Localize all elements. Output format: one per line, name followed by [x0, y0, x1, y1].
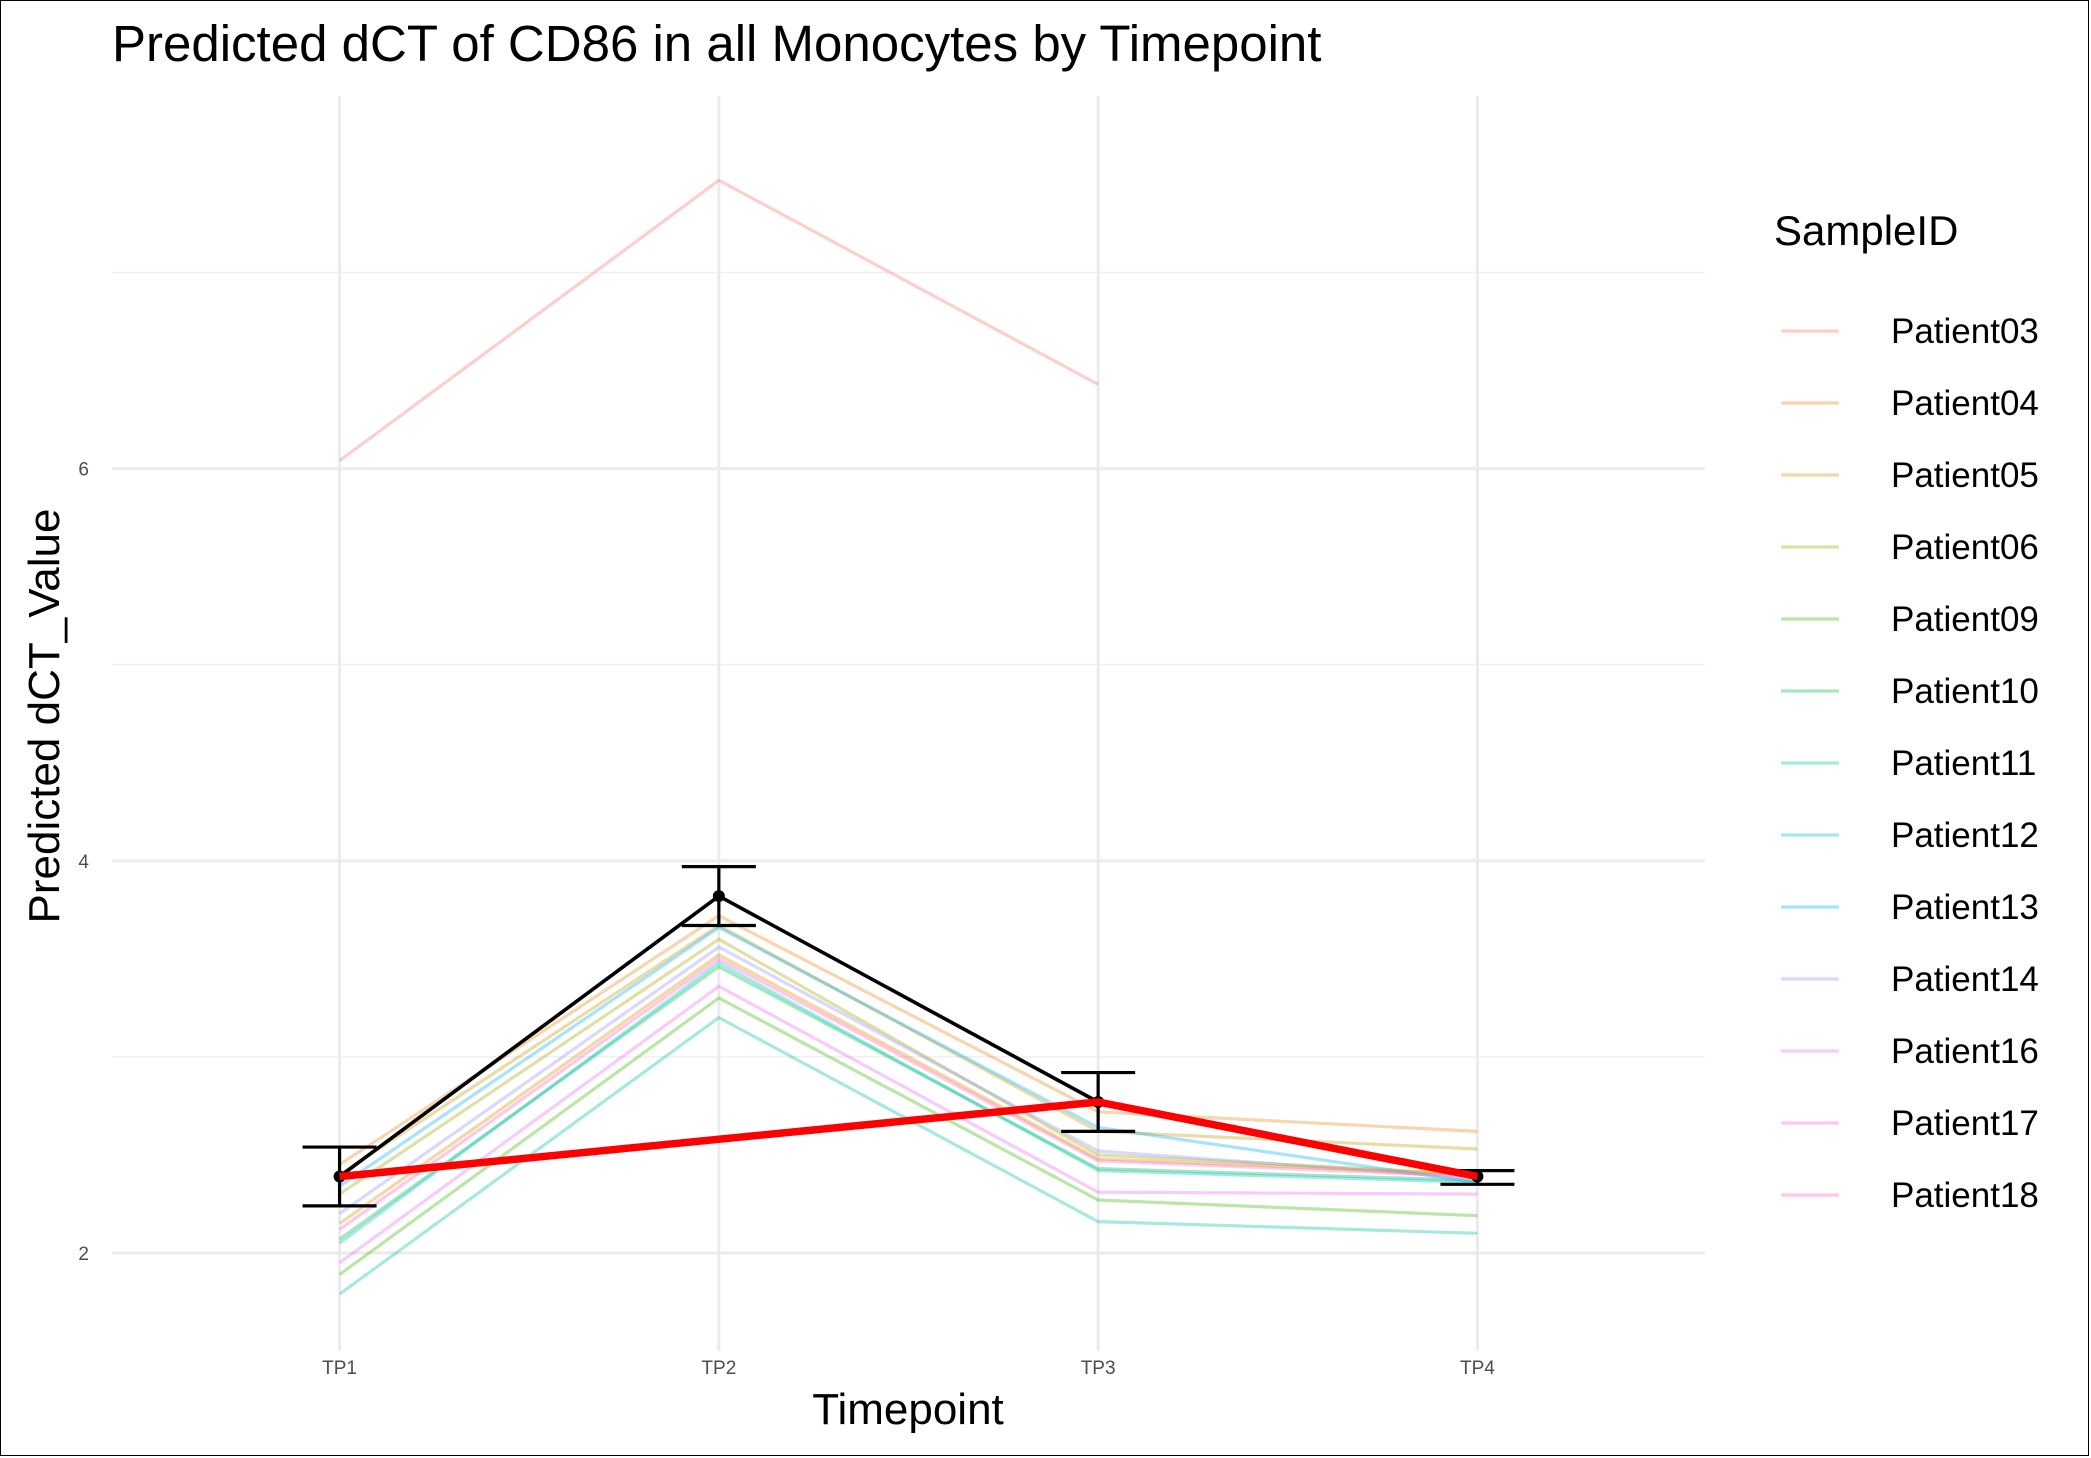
chart-title: Predicted dCT of CD86 in all Monocytes b…	[112, 15, 1321, 72]
x-axis-title: Timepoint	[812, 1385, 1004, 1434]
legend-label-patient05: Patient05	[1891, 456, 2039, 495]
series-line-patient03	[338, 178, 1099, 462]
legend-label-patient10: Patient10	[1891, 672, 2039, 711]
series-line-patient14	[338, 945, 1478, 1216]
series-line-patient06	[338, 937, 1478, 1196]
legend: Patient03 Patient04 Patient05 Patient06 Pati…	[1781, 312, 2039, 1215]
mean-point	[712, 890, 725, 903]
tick-labels: 2 4 6 TP1 TP2 TP3 TP4	[78, 460, 1495, 1379]
legend-label-patient14: Patient14	[1891, 960, 2039, 999]
legend-label-patient09: Patient09	[1891, 600, 2039, 639]
legend-title: SampleID	[1774, 207, 1958, 254]
y-tick-label: 4	[78, 852, 89, 873]
plot-grid	[112, 96, 1705, 1351]
trend-line	[339, 1098, 1479, 1181]
mean-layer	[302, 865, 1515, 1208]
trend-layer	[339, 1098, 1479, 1181]
legend-label-patient11: Patient11	[1891, 744, 2036, 783]
legend-label-patient16: Patient16	[1891, 1032, 2039, 1071]
legend-label-patient18: Patient18	[1891, 1176, 2039, 1215]
y-tick-label: 6	[78, 460, 89, 481]
series-line-patient09	[338, 996, 1478, 1276]
y-tick-label: 2	[78, 1244, 89, 1265]
legend-label-patient17: Patient17	[1891, 1104, 2039, 1143]
x-tick-label: TP3	[1081, 1358, 1116, 1379]
series-line-patient12	[338, 961, 1478, 1245]
series-line-patient13	[338, 925, 1478, 1188]
series-line-patient04	[338, 914, 1478, 1167]
mean-line	[338, 894, 1478, 1179]
legend-label-patient03: Patient03	[1891, 312, 2039, 351]
x-tick-label: TP1	[322, 1358, 357, 1379]
series-line-patient18	[338, 957, 1478, 1231]
legend-label-patient04: Patient04	[1891, 384, 2039, 423]
series-line-patient16	[338, 953, 1478, 1225]
series-line-patient10	[338, 965, 1478, 1241]
y-axis-title: Predicted dCT_Value	[20, 509, 69, 924]
legend-label-patient06: Patient06	[1891, 528, 2039, 567]
patient-series-layer	[338, 178, 1478, 1296]
legend-label-patient13: Patient13	[1891, 888, 2039, 927]
series-line-patient17	[338, 984, 1478, 1265]
legend-label-patient12: Patient12	[1891, 816, 2039, 855]
x-tick-label: TP4	[1460, 1358, 1495, 1379]
x-tick-label: TP2	[701, 1358, 736, 1379]
